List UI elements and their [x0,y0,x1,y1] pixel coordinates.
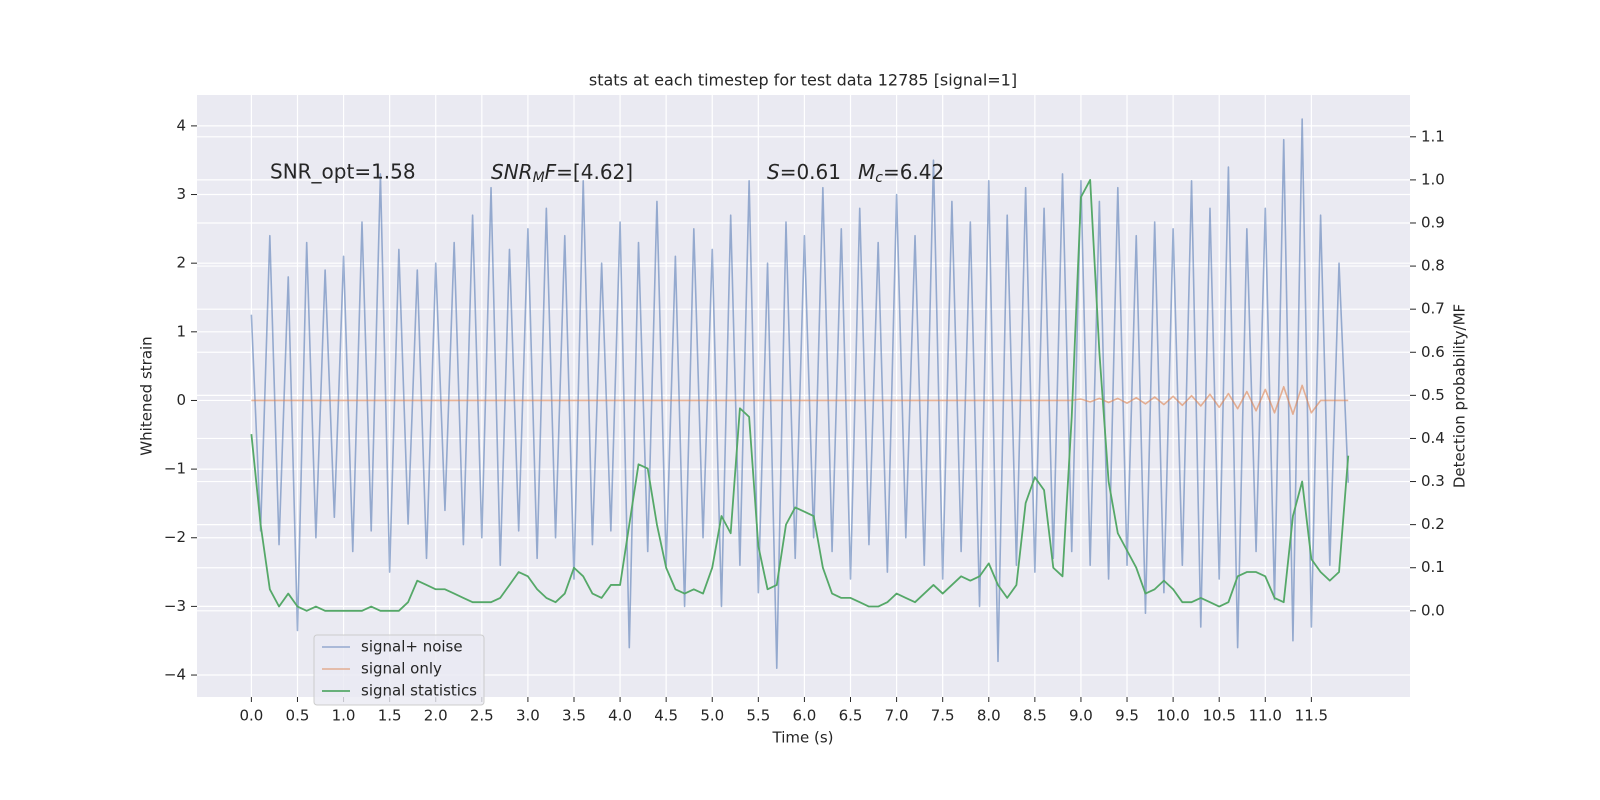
x-tick-label: 6.0 [792,707,816,725]
series-line [251,384,1349,415]
x-tick-label: 0.0 [239,707,263,725]
x-tick-label: 7.0 [885,707,909,725]
y2-tick-label: 1.0 [1421,170,1445,188]
x-tick-label: 9.0 [1069,707,1093,725]
annotation: Mc=6.42 [858,160,944,187]
annotation: S=0.61 [767,160,841,184]
x-tick-label: 10.0 [1156,707,1189,725]
y-tick-label: 1 [176,322,186,340]
annotation-part: =[4.62] [556,160,633,184]
x-tick-label: 1.5 [378,707,402,725]
x-tick-label: 6.5 [839,707,863,725]
annotation-part: M [533,170,545,186]
x-tick-label: 11.0 [1249,707,1282,725]
y2-tick-label: 0.0 [1421,601,1445,619]
x-tick-label: 9.5 [1115,707,1139,725]
x-tick-label: 2.0 [424,707,448,725]
legend-label: signal only [361,660,442,678]
y2-tick-label: 0.3 [1421,472,1445,490]
x-tick-label: 5.5 [746,707,770,725]
x-tick-label: 0.5 [286,707,310,725]
annotation-part: M [858,160,875,184]
x-tick-label: 8.5 [1023,707,1047,725]
y2-tick-label: 0.9 [1421,213,1445,231]
annotation: SNR_opt=1.58 [270,160,416,184]
y-tick-label: −1 [164,460,186,478]
legend-box [313,634,485,706]
legend-label: signal+ noise [361,638,463,656]
y-tick-label: 4 [176,116,186,134]
y2-tick-label: 0.4 [1421,429,1445,447]
x-tick-label: 4.0 [608,707,632,725]
annotation-part: S [767,160,780,184]
x-tick-label: 2.5 [470,707,494,725]
annotation-part: =0.61 [780,160,841,184]
legend-label: signal statistics [361,682,477,700]
x-tick-label: 1.0 [332,707,356,725]
series-line [250,118,1350,669]
y-tick-label: −3 [164,597,186,615]
annotation-part: SNR [491,160,533,184]
annotation-part: F [545,160,557,184]
y2-tick-label: 0.2 [1421,515,1445,533]
y-tick-label: 2 [176,254,186,272]
annotation-part: c [875,170,883,186]
y2-tick-label: 0.8 [1421,257,1445,275]
y-tick-label: −2 [164,528,186,546]
annotation-part: =6.42 [883,160,944,184]
chart-title: stats at each timestep for test data 127… [589,71,1017,90]
x-tick-label: 5.0 [700,707,724,725]
y-tick-label: 0 [176,391,186,409]
y-tick-label: −4 [164,666,186,684]
series-line [250,178,1350,612]
y2-tick-label: 1.1 [1421,127,1445,145]
x-tick-label: 7.5 [931,707,955,725]
y2-tick-label: 0.6 [1421,343,1445,361]
y-axis-label: Whitened strain [138,336,156,455]
y-tick-label: 3 [176,185,186,203]
x-axis-label: Time (s) [772,729,834,747]
y2-tick-label: 0.5 [1421,386,1445,404]
x-tick-label: 8.0 [977,707,1001,725]
x-tick-label: 11.5 [1295,707,1328,725]
x-tick-label: 4.5 [654,707,678,725]
y2-axis-label: Detection probability/MF [1451,304,1469,488]
y2-tick-label: 0.1 [1421,558,1445,576]
x-tick-label: 3.5 [562,707,586,725]
annotation: SNRMF=[4.62] [491,160,633,187]
y2-tick-label: 0.7 [1421,300,1445,318]
x-tick-label: 10.5 [1202,707,1235,725]
x-tick-label: 3.0 [516,707,540,725]
